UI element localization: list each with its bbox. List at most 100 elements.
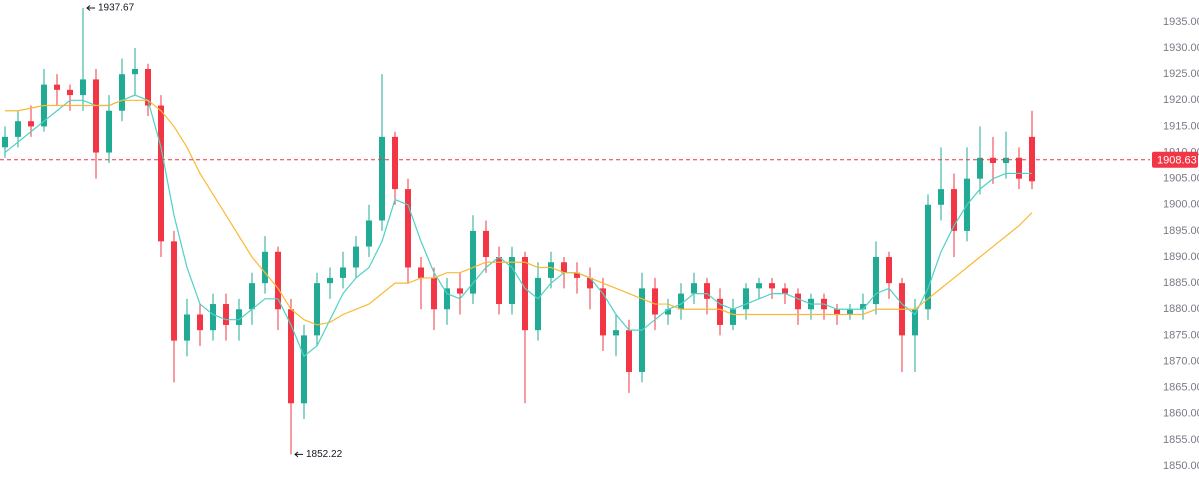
candle-body: [457, 288, 463, 294]
candle-body: [834, 309, 840, 315]
candle-body: [15, 121, 21, 137]
candle-body: [327, 277, 333, 284]
candle-body: [912, 309, 918, 336]
candle-body: [730, 309, 736, 325]
candle-body: [1016, 157, 1022, 179]
annotation-arrow: [86, 5, 95, 11]
candle-body: [600, 288, 606, 336]
y-tick-label: 1930.00: [1163, 42, 1199, 54]
y-tick-label: 1885.00: [1163, 277, 1199, 289]
y-tick-label: 1905.00: [1163, 173, 1199, 185]
y-tick-label: 1935.00: [1163, 16, 1199, 28]
candle-body: [80, 79, 86, 96]
candle-body: [652, 288, 658, 315]
candle-body: [743, 288, 749, 310]
candle-body: [392, 136, 398, 190]
candle-body: [496, 257, 502, 305]
candle-body: [717, 298, 723, 325]
candle-body: [951, 189, 957, 231]
candle-body: [275, 251, 281, 310]
candle-body: [145, 68, 151, 106]
candle-body: [795, 293, 801, 310]
candle-body: [249, 283, 255, 310]
candle-body: [483, 230, 489, 258]
y-tick-label: 1925.00: [1163, 68, 1199, 80]
y-tick-label: 1920.00: [1163, 94, 1199, 106]
annotation-label: 1937.67: [98, 3, 135, 14]
candle-body: [184, 314, 190, 341]
candle-body: [158, 105, 164, 242]
candle-body: [535, 277, 541, 331]
candle-body: [613, 330, 619, 336]
candle-body: [262, 251, 268, 284]
y-tick-label: 1880.00: [1163, 303, 1199, 315]
candle-body: [444, 288, 450, 310]
candle-body: [587, 277, 593, 289]
y-tick-label: 1855.00: [1163, 434, 1199, 446]
candle-body: [938, 189, 944, 205]
candle-body: [860, 304, 866, 310]
candle-body: [431, 277, 437, 310]
y-tick-label: 1900.00: [1163, 199, 1199, 211]
candle-body: [678, 293, 684, 310]
annotation-label: 1852.22: [306, 449, 343, 460]
candle-body: [340, 267, 346, 278]
candle-body: [691, 283, 697, 294]
candle-body: [626, 330, 632, 372]
candle-body: [288, 309, 294, 404]
candle-body: [990, 157, 996, 163]
candle-body: [405, 189, 411, 268]
y-tick-label: 1915.00: [1163, 120, 1199, 132]
last-price-label: 1908.63: [1157, 155, 1197, 167]
candle-body: [769, 283, 775, 289]
candle-body: [548, 262, 554, 278]
candle-body: [847, 309, 853, 315]
candle-body: [28, 121, 34, 127]
candle-body: [665, 309, 671, 315]
y-tick-label: 1865.00: [1163, 382, 1199, 394]
candle-body: [197, 314, 203, 331]
last-price-box: [1152, 151, 1198, 168]
candle-body: [704, 283, 710, 299]
candle-body: [314, 283, 320, 336]
candle-body: [2, 136, 8, 148]
y-tick-label: 1850.00: [1163, 460, 1199, 472]
moving-average-line: [5, 99, 1033, 326]
candle-body: [106, 110, 112, 153]
candle-body: [67, 89, 73, 96]
candle-body: [509, 257, 515, 305]
candle-body: [925, 204, 931, 310]
candle-body: [1003, 157, 1009, 163]
candle-body: [574, 272, 580, 278]
candle-body: [470, 230, 476, 294]
candle-body: [132, 68, 138, 75]
candle-body: [210, 304, 216, 331]
y-tick-label: 1870.00: [1163, 355, 1199, 367]
annotation-arrow: [294, 451, 303, 458]
moving-average-line: [4, 94, 1032, 358]
candle-body: [353, 246, 359, 268]
candle-body: [301, 335, 307, 404]
y-tick-label: 1860.00: [1163, 408, 1199, 420]
candle-body: [236, 309, 242, 325]
candle-body: [418, 267, 424, 278]
candle-body: [561, 262, 567, 273]
y-tick-label: 1895.00: [1163, 225, 1199, 237]
candle-body: [782, 288, 788, 294]
candle-body: [756, 283, 762, 289]
candle-body: [366, 220, 372, 247]
candle-body: [54, 84, 60, 90]
candle-body: [93, 79, 99, 153]
candle-body: [171, 241, 177, 341]
y-tick-label: 1875.00: [1163, 329, 1199, 341]
candle-body: [223, 304, 229, 325]
candle-body: [379, 136, 385, 221]
candle-body: [522, 257, 528, 331]
y-tick-label: 1890.00: [1163, 251, 1199, 263]
candle-body: [886, 257, 892, 284]
candle-body: [1029, 136, 1035, 182]
candle-body: [119, 74, 125, 111]
candle-body: [873, 257, 879, 305]
candle-body: [977, 157, 983, 179]
